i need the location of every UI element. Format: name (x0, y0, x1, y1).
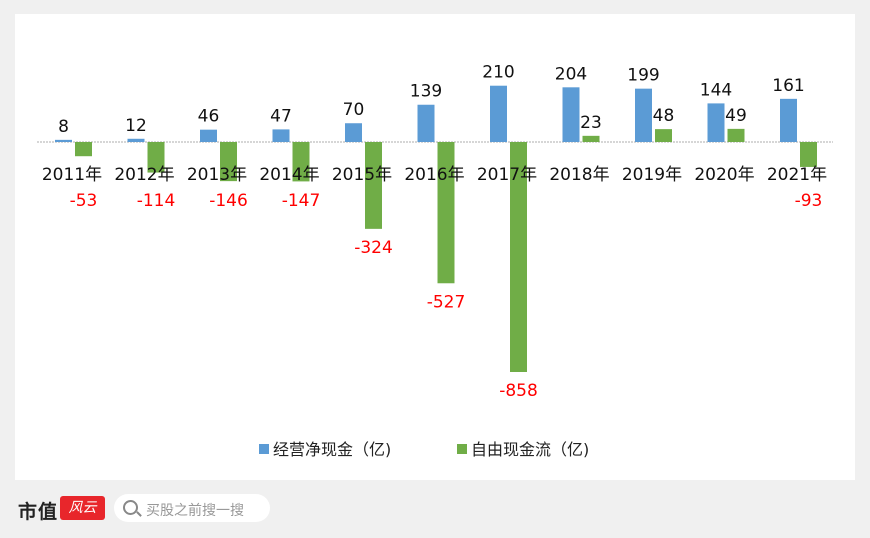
bar-free-cash (365, 142, 382, 229)
legend-swatch (457, 444, 467, 454)
legend-label: 自由现金流（亿) (471, 440, 589, 459)
bar-operating-cash (345, 123, 362, 142)
chart-card: 8 -53 2011年 12 -114 2012年 46 -146 2013年 47 -147 201… (15, 14, 855, 480)
data-label: -147 (282, 191, 321, 211)
bar-operating-cash (707, 103, 725, 142)
data-label: -93 (795, 191, 823, 211)
x-tick-label: 2012年 (114, 165, 174, 185)
x-tick-label: 2019年 (622, 165, 682, 185)
legend-label: 经营净现金（亿) (273, 440, 391, 459)
bar-operating-cash (200, 129, 217, 142)
bar-free-cash (220, 142, 237, 182)
bar-chart: 8 -53 2011年 12 -114 2012年 46 -146 2013年 47 -147 201… (37, 63, 833, 459)
data-label: 161 (772, 76, 804, 96)
data-label: -114 (137, 191, 176, 211)
data-label: 48 (653, 106, 675, 126)
data-label: 8 (58, 117, 69, 137)
bar-free-cash (437, 142, 455, 284)
brand-logo: 市值 (18, 501, 59, 523)
bar-operating-cash (490, 85, 507, 142)
bar-free-cash (727, 128, 745, 142)
bar-free-cash (582, 135, 600, 142)
data-label: -527 (427, 292, 466, 312)
bar-free-cash (292, 142, 310, 182)
bar-operating-cash (55, 139, 72, 142)
data-label: 199 (627, 66, 659, 86)
bar-free-cash (655, 129, 672, 142)
data-label: 46 (198, 107, 220, 127)
data-label: 144 (700, 80, 732, 100)
x-tick-label: 2011年 (42, 165, 102, 185)
bar-operating-cash (562, 87, 580, 142)
search-placeholder: 买股之前搜一搜 (146, 503, 244, 519)
data-label: 204 (555, 64, 587, 84)
x-tick-label: 2017年 (477, 165, 537, 185)
data-label: 139 (410, 82, 442, 102)
search-icon (123, 500, 138, 515)
data-label: -53 (70, 191, 98, 211)
bar-operating-cash (780, 98, 797, 142)
data-label: 49 (725, 106, 747, 126)
data-label: 210 (482, 63, 514, 83)
data-label: 23 (580, 113, 602, 133)
x-tick-label: 2016年 (404, 165, 464, 185)
bar-free-cash (75, 142, 92, 157)
x-tick-label: 2018年 (549, 165, 609, 185)
brand-logo-mark: 风云 (60, 496, 105, 520)
data-label: 12 (125, 116, 147, 136)
bar-operating-cash (635, 88, 652, 142)
bar-operating-cash (127, 138, 145, 142)
x-tick-label: 2015年 (332, 165, 392, 185)
x-tick-label: 2020年 (694, 165, 754, 185)
data-label: -858 (499, 381, 538, 401)
data-label: 47 (270, 106, 292, 126)
legend-swatch (259, 444, 269, 454)
search-input[interactable]: 买股之前搜一搜 (114, 494, 270, 522)
bar-operating-cash (417, 104, 435, 142)
data-label: 70 (343, 100, 365, 120)
bar-free-cash (510, 142, 527, 372)
x-tick-label: 2021年 (767, 165, 827, 185)
data-label: -324 (354, 238, 393, 258)
x-tick-label: 2013年 (187, 165, 247, 185)
bar-free-cash (147, 142, 165, 173)
bar-operating-cash (272, 129, 290, 142)
bar-free-cash (800, 142, 817, 167)
data-label: -146 (209, 191, 248, 211)
footer: 市值 风云 买股之前搜一搜 (0, 480, 870, 538)
x-tick-label: 2014年 (259, 165, 319, 185)
